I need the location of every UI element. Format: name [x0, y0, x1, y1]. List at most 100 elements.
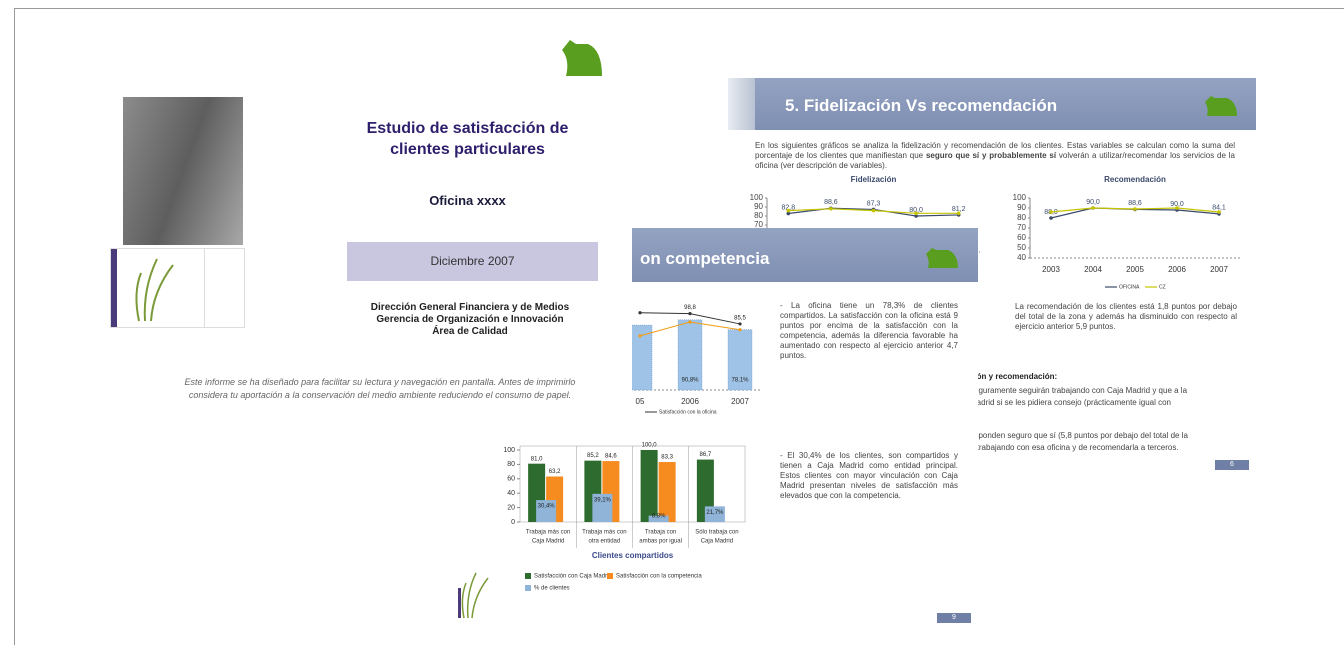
- line: Madrid si se les pidiera consejo (prácti…: [970, 398, 1171, 407]
- logo: [458, 572, 489, 619]
- data-label: 84,6: [605, 454, 617, 460]
- chart-competencia: 05 2006 2007 90,8% 78,1% 98,8 85,5 Satisfacción…: [610, 305, 760, 415]
- x-tick-label: 05: [636, 397, 645, 406]
- y-tick-label: 80: [507, 461, 515, 468]
- chart-clientes-compartidos: 0 20 40 60 80 100 Trabaja más con Caja Madrid 81…: [503, 443, 746, 592]
- data-label: 90,8%: [681, 378, 699, 384]
- data-label: 39,1%: [594, 497, 612, 503]
- note: Este informe se ha diseñado para facilit…: [140, 376, 620, 402]
- point: [871, 208, 876, 213]
- legend-swatch: [607, 573, 613, 579]
- point: [638, 334, 642, 338]
- data-label: 85,2: [587, 453, 599, 459]
- data-label: 86,7: [700, 452, 712, 458]
- date: Diciembre 2007: [430, 254, 515, 268]
- y-tick-label: 100: [1013, 193, 1027, 202]
- x-axis-title: Clientes compartidos: [592, 551, 674, 560]
- intro-text: En los siguientes gráficos se analiza la…: [755, 141, 1235, 160]
- data-label: 90,0: [1086, 199, 1100, 206]
- intro-bold: seguro que sí y probablemente sí: [925, 151, 1057, 160]
- point: [1217, 210, 1221, 214]
- y-tick-label: 60: [507, 476, 515, 483]
- y-tick-label: 40: [1017, 253, 1026, 262]
- org: Dirección General Financiera y de Medios…: [320, 302, 620, 338]
- cover-title: Estudio de satisfacción de clientes part…: [320, 118, 615, 160]
- frame-top: [14, 8, 1344, 9]
- point: [786, 208, 791, 213]
- y-tick-label: 80: [754, 211, 763, 220]
- intro: En los siguientes gráficos se analiza la…: [755, 141, 1235, 171]
- data-label: 78,1%: [731, 378, 749, 384]
- point: [1091, 206, 1095, 210]
- legend-swatch: [525, 585, 531, 591]
- bar: [704, 506, 725, 522]
- legend-label: Satisfacción con Caja Madrid: [534, 574, 612, 580]
- org-line: Área de Calidad: [432, 326, 508, 337]
- title-line: Estudio de satisfacción de: [366, 120, 569, 137]
- legend-label: Satisfacción con la competencia: [616, 574, 702, 580]
- data-label: 80,0: [909, 207, 923, 214]
- x-tick-label: ambas por igual: [639, 539, 682, 545]
- section-heading: ción y recomendación:: [970, 372, 1058, 381]
- point: [1133, 207, 1137, 211]
- header-image: [728, 78, 755, 130]
- data-label: 81,0: [531, 456, 543, 462]
- x-tick-label: 2006: [1168, 265, 1186, 274]
- bar: [727, 329, 753, 391]
- legend-label: CZ: [1159, 284, 1166, 290]
- point: [738, 322, 742, 326]
- legend-label: OFICINA: [1119, 284, 1140, 290]
- point: [688, 312, 692, 316]
- point: [638, 311, 642, 315]
- data-label: 88,6: [1128, 200, 1142, 207]
- data-label: 98,8: [684, 305, 696, 311]
- recommendation-text: La recomendación de los clientes está 1,…: [1015, 302, 1237, 331]
- paragraph: - El 30,4% de los clientes, son comparti…: [780, 451, 958, 500]
- x-tick-label: 2005: [1126, 265, 1144, 274]
- note-line: Este informe se ha diseñado para facilit…: [184, 377, 576, 387]
- bar: [648, 515, 669, 522]
- y-tick-label: 70: [1017, 223, 1026, 232]
- title-line: clientes particulares: [390, 141, 545, 158]
- x-tick-label: Caja Madrid: [701, 539, 733, 545]
- bear-icon: [562, 40, 602, 76]
- chart-title: Recomendación: [1104, 175, 1166, 184]
- x-tick-label: 2007: [731, 397, 749, 406]
- intro-text: volverán a utilizar/recomendar los servi…: [755, 151, 1235, 170]
- point: [956, 211, 961, 216]
- legend-label: Satisfacción con la oficina: [659, 409, 717, 415]
- x-tick-label: otra entidad: [589, 539, 621, 545]
- org-line: Dirección General Financiera y de Medios: [370, 302, 570, 313]
- x-tick-label: 2006: [681, 397, 699, 406]
- data-label: 84,1: [1212, 205, 1226, 212]
- y-tick-label: 70: [754, 220, 763, 229]
- logo: [135, 258, 174, 322]
- point: [1049, 216, 1053, 220]
- logo-bar: [111, 249, 117, 327]
- point: [738, 328, 742, 332]
- data-label: 82,8: [781, 204, 795, 211]
- x-tick-label: Sólo trabaja con: [695, 530, 738, 536]
- frame-left: [14, 8, 15, 645]
- line: ir trabajando con esa oficina y de recom…: [970, 443, 1179, 452]
- paragraph: - La oficina tiene un 78,3% de clientes …: [780, 301, 958, 360]
- x-tick-label: 2007: [1210, 265, 1228, 274]
- bar: [658, 462, 676, 522]
- y-tick-label: 20: [507, 504, 515, 511]
- y-tick-label: 60: [1017, 233, 1026, 242]
- page-number: 6: [1215, 460, 1249, 470]
- page-title: on competencia: [640, 249, 770, 268]
- data-label: 81,2: [952, 206, 966, 213]
- y-tick-label: 100: [503, 447, 515, 454]
- chart-title: Fidelización: [851, 175, 897, 184]
- bar: [536, 500, 557, 522]
- x-tick-label: 2003: [1042, 265, 1060, 274]
- x-tick-label: Caja Madrid: [532, 539, 564, 545]
- point: [829, 207, 833, 211]
- header-band: 5. Fidelización Vs recomendación: [755, 78, 1256, 130]
- bear-icon: [1205, 96, 1237, 116]
- bear-icon: [926, 248, 958, 268]
- y-tick-label: 50: [1017, 243, 1026, 252]
- data-label: 63,2: [549, 469, 561, 475]
